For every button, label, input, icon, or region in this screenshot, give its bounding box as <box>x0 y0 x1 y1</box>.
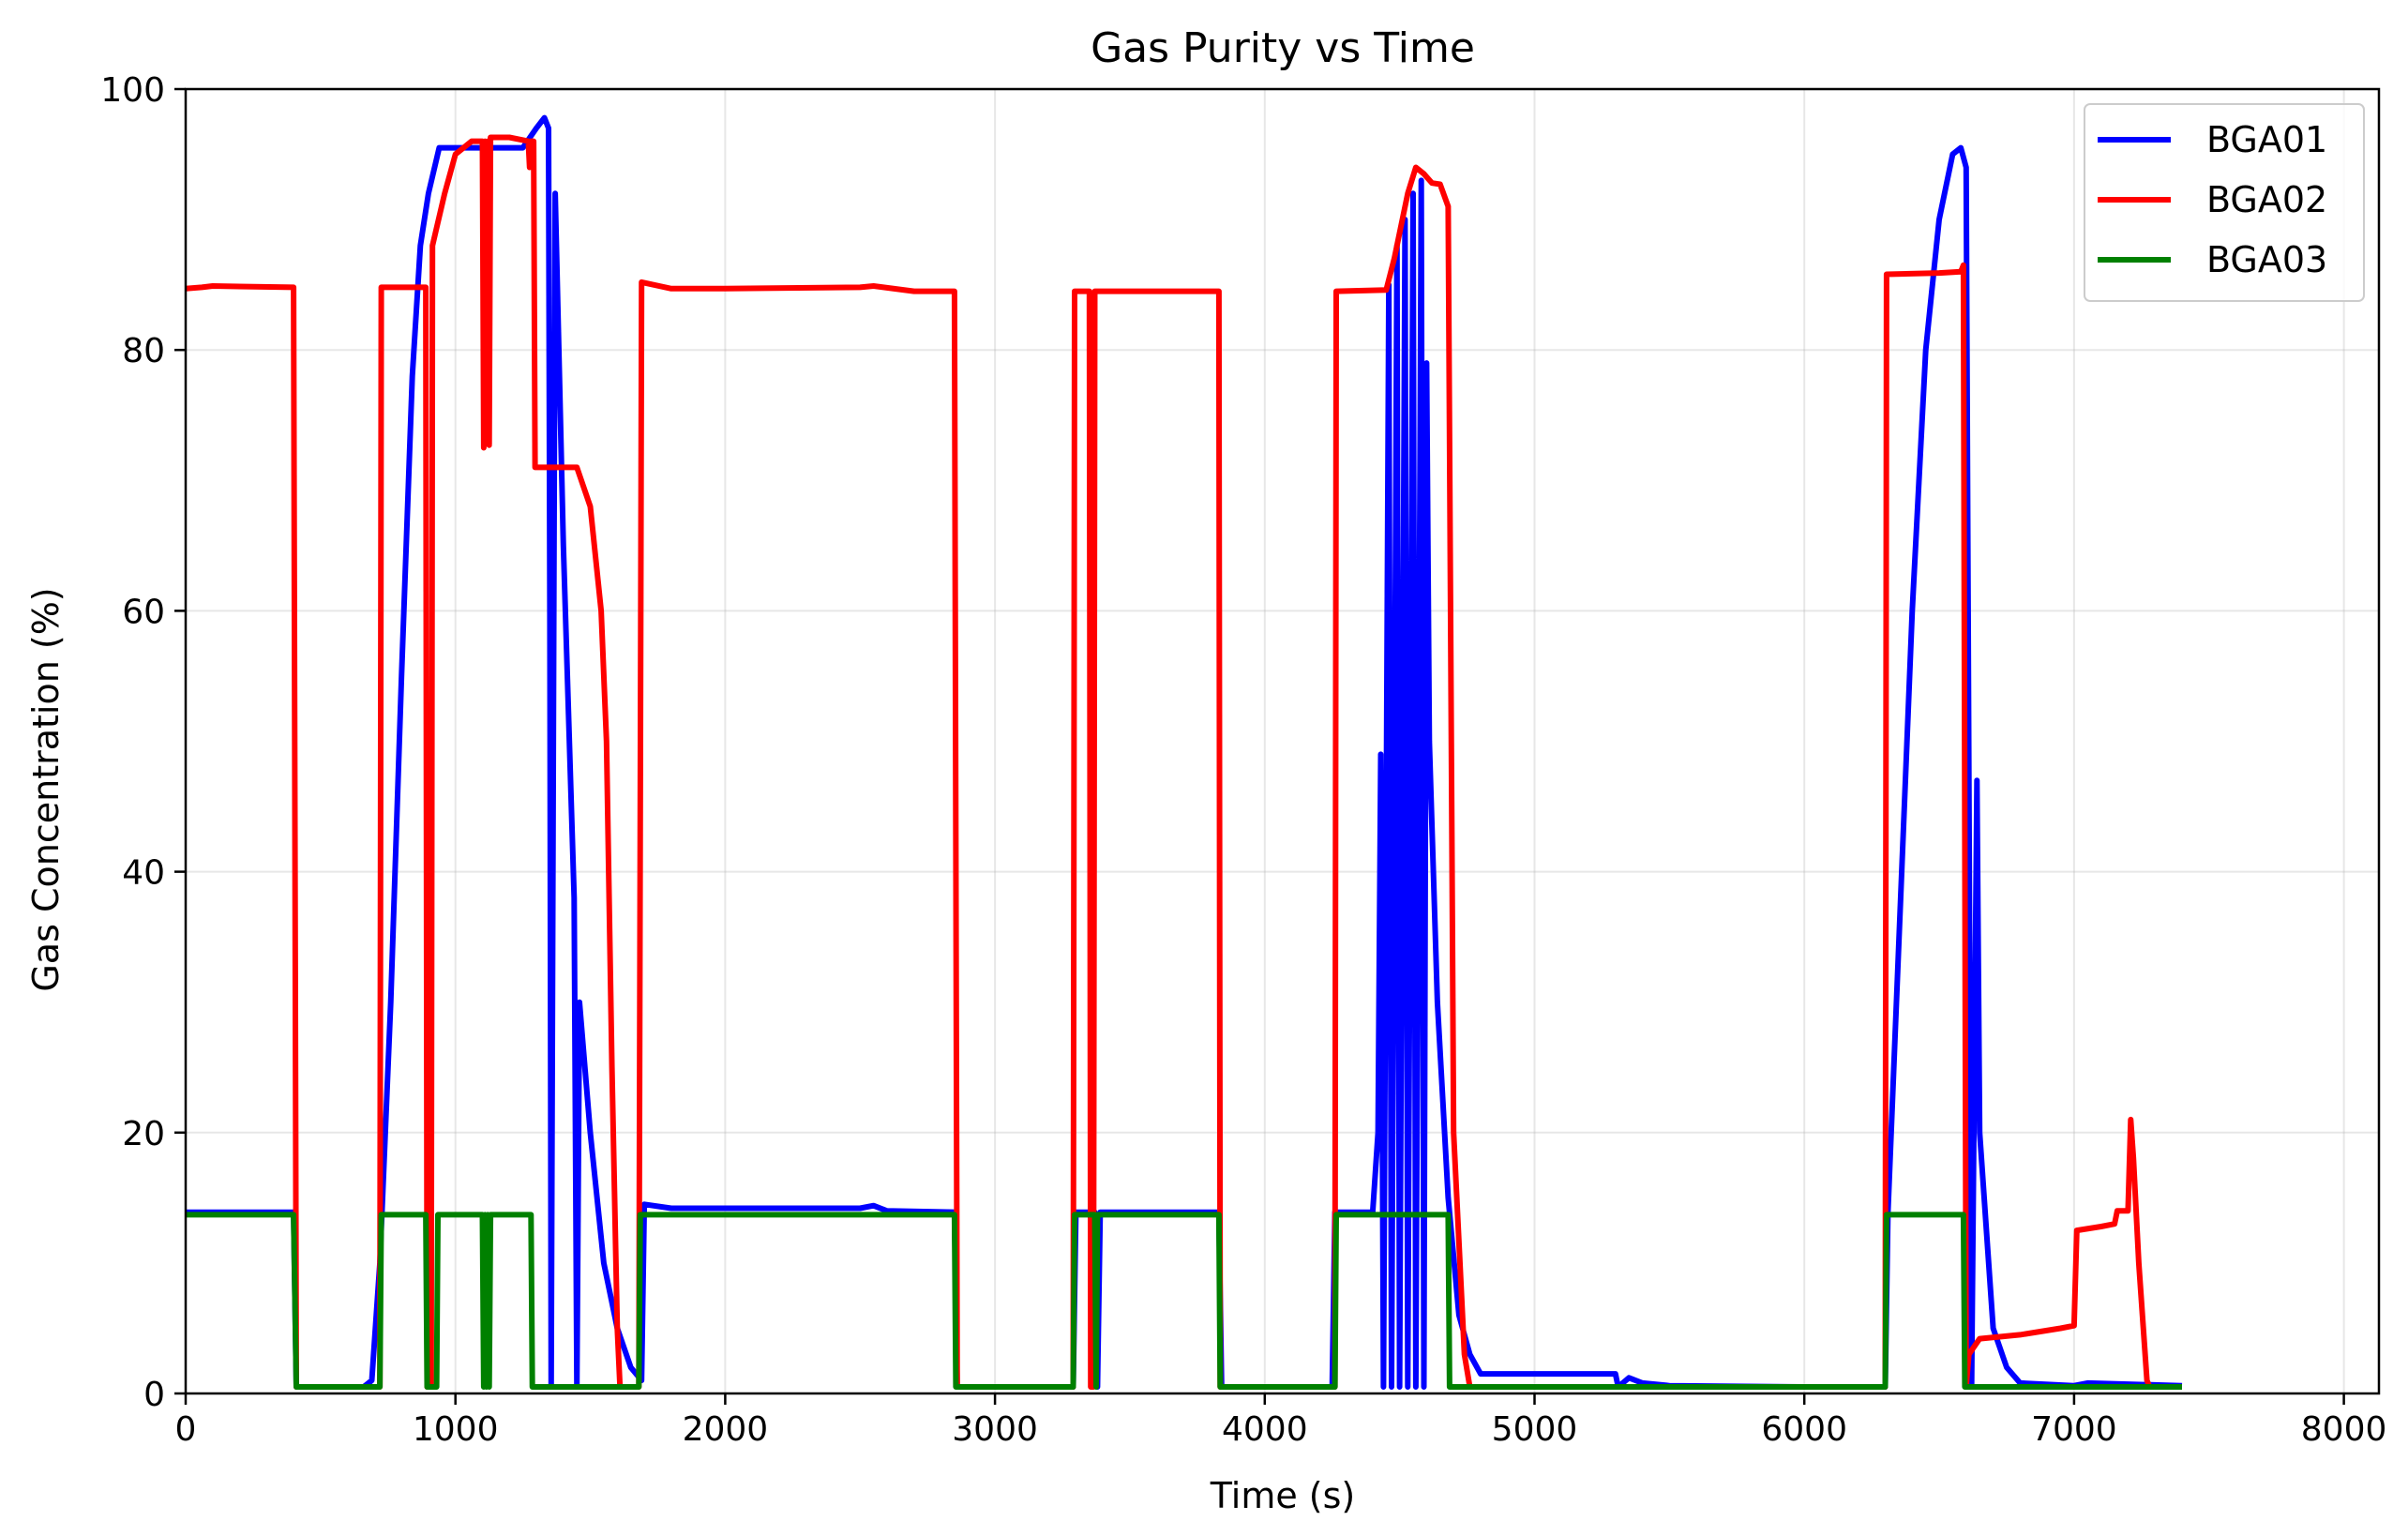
x-tick-label: 6000 <box>1761 1410 1847 1449</box>
chart-title: Gas Purity vs Time <box>1091 24 1475 72</box>
y-tick-label: 100 <box>100 71 165 110</box>
y-tick-label: 20 <box>122 1115 165 1153</box>
x-tick-label: 5000 <box>1492 1410 1578 1449</box>
y-tick-label: 80 <box>122 332 165 370</box>
x-tick-label: 3000 <box>952 1410 1038 1449</box>
y-axis: 0 20 40 60 80 100 <box>100 71 186 1414</box>
legend-label: BGA01 <box>2206 119 2327 160</box>
x-axis-label: Time (s) <box>1210 1475 1356 1516</box>
x-tick-label: 4000 <box>1222 1410 1308 1449</box>
y-tick-label: 0 <box>143 1376 165 1414</box>
legend: BGA01 BGA02 BGA03 <box>2084 103 2365 302</box>
x-tick-label: 8000 <box>2301 1410 2387 1449</box>
legend-label: BGA03 <box>2206 239 2327 280</box>
x-tick-label: 0 <box>175 1410 197 1449</box>
series-line-bga03 <box>186 1212 2182 1390</box>
y-tick-label: 60 <box>122 593 165 631</box>
x-tick-label: 7000 <box>2031 1410 2117 1449</box>
y-axis-label: Gas Concentration (%) <box>25 587 67 991</box>
legend-label: BGA02 <box>2206 179 2327 220</box>
series-line-bga02 <box>185 134 2153 1390</box>
legend-box <box>2084 103 2365 302</box>
y-tick-label: 40 <box>122 854 165 893</box>
x-tick-label: 1000 <box>413 1410 499 1449</box>
series-layer <box>185 114 2183 1390</box>
plot-frame <box>184 87 2381 1395</box>
x-axis: 0 1000 2000 3000 4000 5000 6000 7000 8000 <box>175 1393 2387 1449</box>
x-tick-label: 2000 <box>683 1410 769 1449</box>
